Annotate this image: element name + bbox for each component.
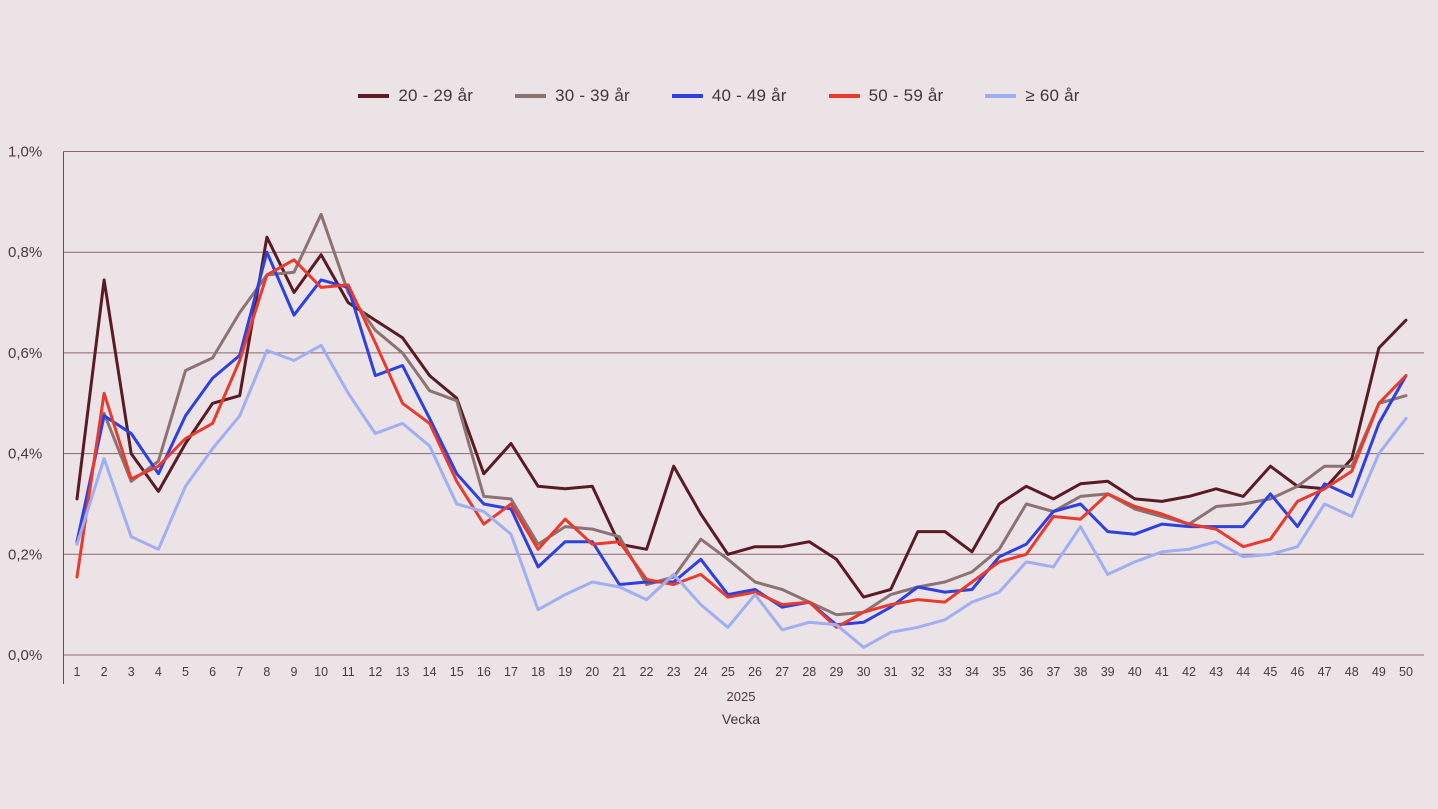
x-axis-tick-label: 35 — [992, 665, 1006, 679]
x-axis-tick-label: 46 — [1291, 665, 1305, 679]
legend-label-60-plus: ≥ 60 år — [1025, 86, 1080, 105]
x-axis-tick-label: 41 — [1155, 665, 1169, 679]
x-axis-tick-label: 6 — [209, 665, 216, 679]
x-axis-tick-label: 29 — [829, 665, 843, 679]
x-axis-tick-label: 34 — [965, 665, 979, 679]
legend-item-40-49[interactable]: 40 - 49 år — [671, 86, 787, 106]
legend-label-40-49: 40 - 49 år — [711, 86, 787, 105]
legend-label-50-59: 50 - 59 år — [868, 86, 944, 105]
legend-item-20-29[interactable]: 20 - 29 år — [358, 86, 473, 106]
legend-swatch-50-59 — [828, 94, 860, 98]
x-axis-tick-label: 37 — [1046, 665, 1060, 679]
x-axis-tick-label: 3 — [128, 665, 135, 679]
x-axis-tick-label: 11 — [342, 665, 355, 679]
x-axis-tick-label: 20 — [585, 665, 599, 679]
x-axis-tick-label: 39 — [1101, 665, 1115, 679]
y-axis-tick-label: 0,4% — [8, 446, 42, 463]
x-axis-tick-label: 21 — [612, 665, 626, 679]
x-axis-tick-label: 13 — [396, 665, 410, 679]
y-axis-tick-label: 0,2% — [8, 546, 42, 563]
legend-swatch-30-39 — [515, 94, 547, 98]
x-axis-tick-label: 38 — [1074, 665, 1088, 679]
x-axis-tick-label: 4 — [155, 665, 162, 679]
legend-swatch-40-49 — [671, 94, 703, 98]
x-axis-tick-label: 28 — [802, 665, 816, 679]
legend-label-30-39: 30 - 39 år — [555, 86, 630, 105]
x-axis-year-label: 2025 — [727, 689, 756, 704]
x-axis-tick-label: 19 — [558, 665, 572, 679]
x-axis-tick-label: 36 — [1019, 665, 1033, 679]
x-axis-tick-label: 15 — [450, 665, 464, 679]
x-axis-tick-label: 32 — [911, 665, 925, 679]
legend-item-30-39[interactable]: 30 - 39 år — [515, 86, 630, 106]
x-axis-tick-label: 45 — [1263, 665, 1277, 679]
x-axis-tick-label: 30 — [857, 665, 871, 679]
legend-label-20-29: 20 - 29 år — [398, 86, 474, 105]
series-line-40-49 — [75, 250, 1408, 627]
legend-item-60-plus[interactable]: ≥ 60 år — [985, 86, 1079, 106]
y-axis-tick-label: 0,8% — [8, 244, 42, 261]
y-axis-tick-label: 0,0% — [8, 647, 42, 664]
x-axis-tick-label: 31 — [884, 665, 898, 679]
x-axis-tick-label: 49 — [1372, 665, 1386, 679]
y-axis-tick-label: 0,6% — [8, 345, 42, 362]
x-axis-tick-label: 18 — [531, 665, 545, 679]
x-axis-tick-label: 8 — [263, 665, 270, 679]
x-axis-tick-label: 24 — [694, 665, 708, 679]
x-axis-tick-label: 16 — [477, 665, 491, 679]
x-axis-tick-label: 1 — [74, 665, 81, 679]
x-axis-tick-label: 10 — [314, 665, 328, 679]
x-axis-tick-label: 27 — [775, 665, 789, 679]
x-axis-tick-label: 22 — [640, 665, 654, 679]
x-axis-tick-label: 26 — [748, 665, 762, 679]
legend-swatch-60-plus — [985, 94, 1017, 98]
x-axis-tick-label: 23 — [667, 665, 681, 679]
x-axis-tick-label: 43 — [1209, 665, 1223, 679]
legend-swatch-20-29 — [358, 94, 390, 98]
y-axis-tick-label: 1,0% — [8, 144, 42, 161]
x-axis-title: Vecka — [722, 711, 760, 727]
x-axis-tick-label: 47 — [1318, 665, 1332, 679]
series-line-50-59 — [75, 258, 1408, 629]
x-axis-tick-label: 7 — [236, 665, 243, 679]
x-axis-tick-label: 48 — [1345, 665, 1359, 679]
x-axis-tick-label: 5 — [182, 665, 189, 679]
x-axis-tick-label: 50 — [1399, 665, 1413, 679]
x-axis-tick-label: 14 — [423, 665, 437, 679]
legend-item-50-59[interactable]: 50 - 59 år — [828, 86, 944, 106]
x-axis-tick-label: 25 — [721, 665, 735, 679]
x-axis-tick-label: 33 — [938, 665, 952, 679]
x-axis-tick-label: 40 — [1128, 665, 1142, 679]
x-axis-tick-label: 44 — [1236, 665, 1250, 679]
series-line-20-29 — [75, 235, 1408, 599]
x-axis-tick-label: 12 — [368, 665, 382, 679]
x-axis-tick-label: 17 — [504, 665, 518, 679]
x-axis-tick-label: 9 — [291, 665, 298, 679]
chart-legend: 20 - 29 år 30 - 39 år 40 - 49 år 50 - 59… — [0, 86, 1438, 106]
x-axis-tick-label: 42 — [1182, 665, 1196, 679]
x-axis-tick-label: 2 — [101, 665, 108, 679]
series-line-60-plus — [75, 343, 1408, 649]
